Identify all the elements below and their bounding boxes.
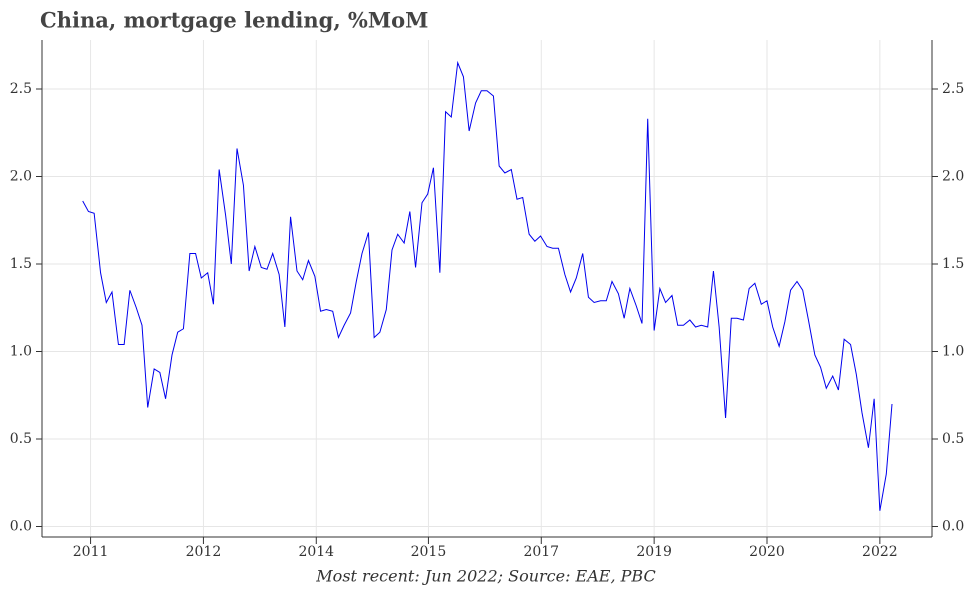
y-tick-label: 1.5 xyxy=(10,256,32,272)
x-tick-label: 2012 xyxy=(186,544,222,560)
footnote: Most recent: Jun 2022; Source: EAE, PBC xyxy=(315,567,655,586)
y2-tick-label: 2.5 xyxy=(942,81,964,97)
y2-tick-label: 1.0 xyxy=(942,344,964,360)
y2-tick-label: 1.5 xyxy=(942,256,964,272)
y2-tick-label: 2.0 xyxy=(942,169,964,185)
y-tick-label: 2.5 xyxy=(10,81,32,97)
x-tick-label: 2017 xyxy=(523,544,559,560)
y-tick-label: 0.0 xyxy=(10,519,32,535)
y2-tick-label: 0.5 xyxy=(942,431,964,447)
x-tick-label: 2019 xyxy=(636,544,672,560)
x-tick-label: 2014 xyxy=(298,544,334,560)
x-tick-label: 2011 xyxy=(73,544,109,560)
x-tick-label: 2022 xyxy=(862,544,898,560)
data-line xyxy=(82,60,893,511)
y-tick-label: 0.5 xyxy=(10,431,32,447)
y-tick-label: 1.0 xyxy=(10,344,32,360)
y-tick-label: 2.0 xyxy=(10,169,32,185)
chart-title: China, mortgage lending, %MoM xyxy=(40,8,428,33)
y2-tick-label: 0.0 xyxy=(942,519,964,535)
x-tick-label: 2015 xyxy=(411,544,447,560)
x-tick-label: 2020 xyxy=(749,544,785,560)
